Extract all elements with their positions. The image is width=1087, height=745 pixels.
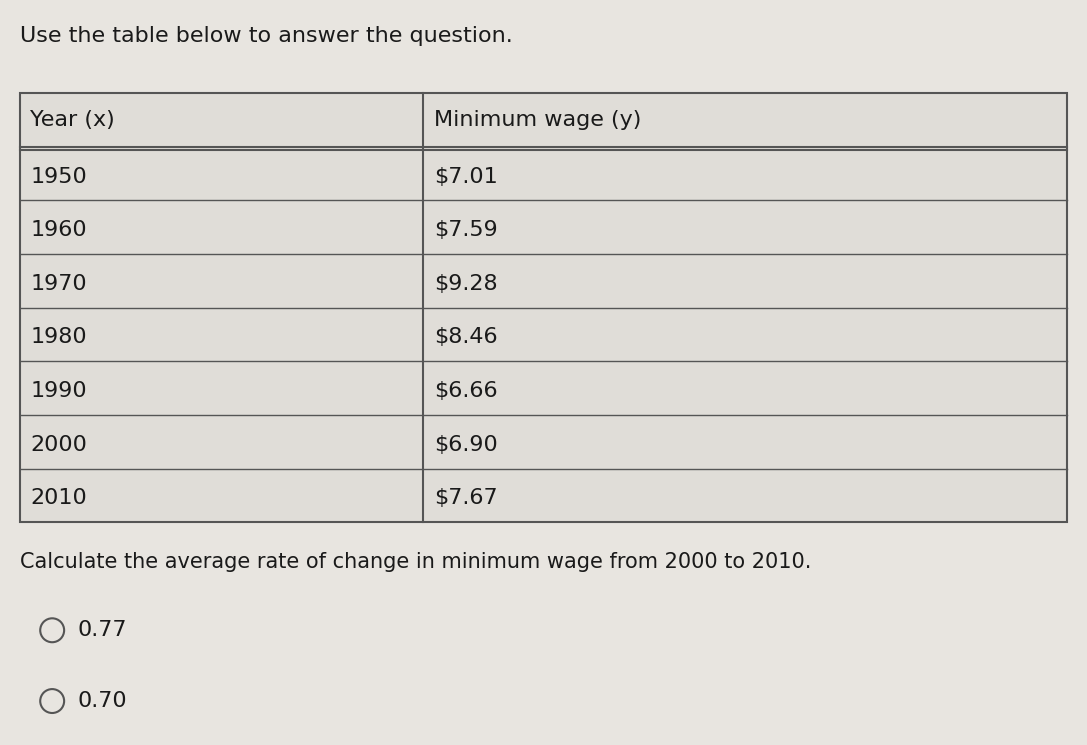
Text: $9.28: $9.28 [434, 274, 498, 294]
Text: Minimum wage (y): Minimum wage (y) [434, 110, 641, 130]
Text: 1970: 1970 [30, 274, 87, 294]
Text: 0.77: 0.77 [77, 621, 127, 640]
Text: 2010: 2010 [30, 489, 87, 508]
Text: $6.66: $6.66 [434, 381, 498, 401]
Text: $7.67: $7.67 [434, 489, 498, 508]
Text: 1980: 1980 [30, 328, 87, 347]
Text: Use the table below to answer the question.: Use the table below to answer the questi… [20, 26, 512, 46]
Text: $7.59: $7.59 [434, 221, 498, 240]
Text: 1950: 1950 [30, 167, 87, 186]
Text: $7.01: $7.01 [434, 167, 498, 186]
Text: $8.46: $8.46 [434, 328, 498, 347]
Text: 0.70: 0.70 [77, 691, 127, 711]
Text: Calculate the average rate of change in minimum wage from 2000 to 2010.: Calculate the average rate of change in … [20, 552, 811, 572]
Text: $6.90: $6.90 [434, 435, 498, 454]
Text: 1990: 1990 [30, 381, 87, 401]
Text: 2000: 2000 [30, 435, 87, 454]
Text: 1960: 1960 [30, 221, 87, 240]
Text: Year (x): Year (x) [30, 110, 115, 130]
